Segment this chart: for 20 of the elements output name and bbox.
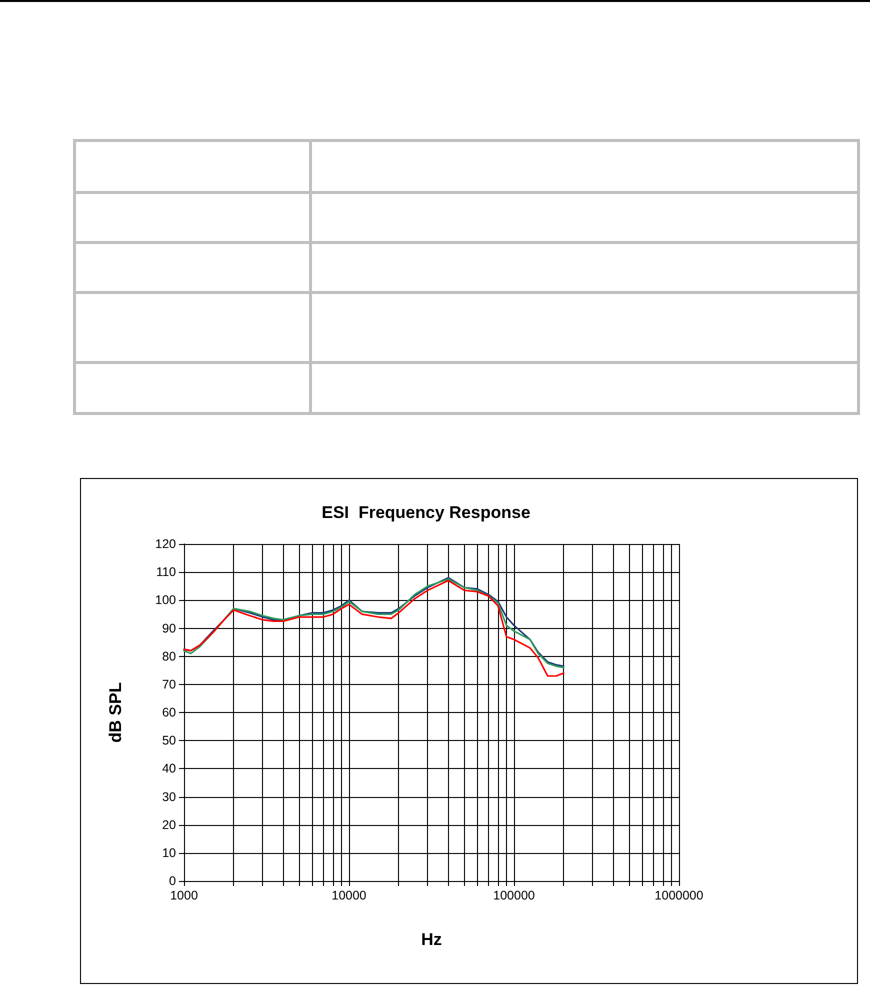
y-tick-label: 20 [162,818,176,832]
y-tick-label: 0 [169,874,176,888]
y-tick-label: 80 [162,649,176,664]
y-tick-label: 50 [162,734,176,748]
x-tick-label: 1000 [170,888,198,902]
chart-title: ESI Frequency Response [322,503,530,522]
y-tick-label: 60 [162,706,176,720]
y-axis-title: dB SPL [106,682,125,743]
y-tick-label: 30 [162,790,176,804]
y-tick-label: 100 [155,593,176,608]
y-tick-label: 120 [155,537,176,551]
x-axis-title: Hz [421,930,442,949]
y-tick-label: 110 [156,565,176,580]
x-tick-label: 10000 [332,888,366,902]
y-tick-label: 70 [162,677,176,692]
y-tick-label: 90 [162,621,176,636]
y-tick-label: 40 [162,762,176,776]
y-tick-label: 10 [162,846,176,860]
x-tick-label: 100000 [493,888,535,902]
x-tick-label: 1000000 [654,888,704,902]
